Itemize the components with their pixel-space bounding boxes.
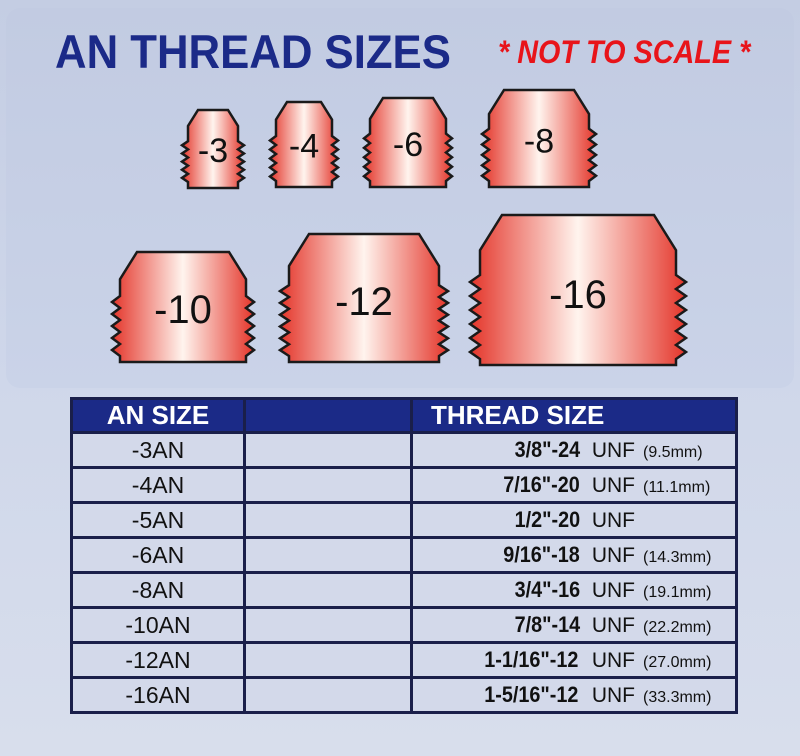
fitting-outline <box>361 96 455 189</box>
thread-size-cell: 7/16"-20 UNF (11.1mm) <box>410 466 738 504</box>
thread-metric: (19.1mm) <box>643 584 712 601</box>
thread-spec: 3/8"-24 <box>514 437 581 462</box>
thread-spec: 7/16"-20 <box>503 472 580 497</box>
thread-standard: UNF <box>591 544 635 567</box>
fitting-outline <box>109 250 257 364</box>
thread-spec: 9/16"-18 <box>503 542 580 567</box>
table-row: -12AN 1-1/16"-12 UNF (27.0mm) <box>70 641 738 679</box>
an-size-cell: -10AN <box>70 606 246 644</box>
fitting-label: -16 <box>549 273 607 317</box>
fitting-outline <box>467 213 689 367</box>
fitting-label: -8 <box>524 122 554 160</box>
fitting-shape: -8 <box>479 88 599 189</box>
an-size-cell: -12AN <box>70 641 246 679</box>
fitting-outline <box>267 100 341 189</box>
thread-standard: UNF <box>591 684 635 707</box>
fitting-label: -6 <box>393 126 423 164</box>
fitting-outline <box>179 108 247 190</box>
an-size-cell: -4AN <box>70 466 246 504</box>
blank-cell <box>243 676 413 714</box>
fitting-shape: -12 <box>277 232 451 364</box>
blank-cell <box>243 431 413 469</box>
thread-size-table: AN SIZE THREAD SIZE -3AN 3/8"-24 UNF (9.… <box>70 397 738 714</box>
an-size-cell: -16AN <box>70 676 246 714</box>
blank-cell <box>243 571 413 609</box>
fitting-shape: -3 <box>179 108 247 190</box>
thread-size-cell: 9/16"-18 UNF (14.3mm) <box>410 536 738 574</box>
fitting-label: -3 <box>198 132 228 170</box>
thread-spec: 1-5/16"-12 <box>484 682 579 707</box>
table-row: -8AN 3/4"-16 UNF (19.1mm) <box>70 571 738 609</box>
fitting-label: -12 <box>335 280 393 324</box>
thread-metric: (14.3mm) <box>643 549 712 566</box>
thread-standard: UNF <box>591 439 635 462</box>
thread-metric: (27.0mm) <box>643 654 712 671</box>
thread-size-cell: 1/2"-20 UNF <box>410 501 738 539</box>
thread-size-cell: 3/8"-24 UNF (9.5mm) <box>410 431 738 469</box>
thread-standard: UNF <box>591 474 635 497</box>
fitting-shape: -6 <box>361 96 455 189</box>
page-title: AN THREAD SIZES <box>55 25 451 78</box>
fitting-label: -4 <box>289 128 319 166</box>
thread-standard: UNF <box>591 579 635 602</box>
fitting-shape: -16 <box>467 213 689 367</box>
fitting-outline <box>479 88 599 189</box>
table-row: -4AN 7/16"-20 UNF (11.1mm) <box>70 466 738 504</box>
fitting-shape: -10 <box>109 250 257 364</box>
an-size-cell: -8AN <box>70 571 246 609</box>
header-blank <box>243 397 413 434</box>
thread-size-cell: 7/8"-14 UNF (22.2mm) <box>410 606 738 644</box>
an-size-cell: -6AN <box>70 536 246 574</box>
thread-standard: UNF <box>591 509 635 532</box>
thread-metric: (9.5mm) <box>643 444 703 461</box>
blank-cell <box>243 606 413 644</box>
thread-standard: UNF <box>591 649 635 672</box>
blank-cell <box>243 501 413 539</box>
not-to-scale-note: * NOT TO SCALE * <box>498 34 751 70</box>
fitting-shape: -4 <box>267 100 341 189</box>
blank-cell <box>243 641 413 679</box>
table-row: -16AN 1-5/16"-12 UNF (33.3mm) <box>70 676 738 714</box>
blank-cell <box>243 466 413 504</box>
table-row: -5AN 1/2"-20 UNF <box>70 501 738 539</box>
thread-spec: 1/2"-20 <box>514 507 581 532</box>
fittings-diagram: -3 -4 -6 -8 -10 -12 -16 <box>109 88 689 367</box>
thread-metric: (33.3mm) <box>643 689 712 706</box>
fitting-outline <box>277 232 451 364</box>
table-row: -10AN 7/8"-14 UNF (22.2mm) <box>70 606 738 644</box>
an-size-cell: -5AN <box>70 501 246 539</box>
thread-standard: UNF <box>591 614 635 637</box>
table-row: -6AN 9/16"-18 UNF (14.3mm) <box>70 536 738 574</box>
thread-metric: (11.1mm) <box>643 479 711 496</box>
table-row: -3AN 3/8"-24 UNF (9.5mm) <box>70 431 738 469</box>
thread-spec: 1-1/16"-12 <box>484 647 579 672</box>
header-an-size: AN SIZE <box>70 397 246 434</box>
thread-size-cell: 1-1/16"-12 UNF (27.0mm) <box>410 641 738 679</box>
thread-spec: 7/8"-14 <box>514 612 581 637</box>
thread-spec: 3/4"-16 <box>514 577 581 602</box>
thread-size-cell: 3/4"-16 UNF (19.1mm) <box>410 571 738 609</box>
table-header-row: AN SIZE THREAD SIZE <box>70 397 738 434</box>
blank-cell <box>243 536 413 574</box>
header-thread-size: THREAD SIZE <box>410 397 738 434</box>
thread-metric: (22.2mm) <box>643 619 712 636</box>
an-size-cell: -3AN <box>70 431 246 469</box>
thread-size-cell: 1-5/16"-12 UNF (33.3mm) <box>410 676 738 714</box>
fitting-label: -10 <box>154 288 212 332</box>
